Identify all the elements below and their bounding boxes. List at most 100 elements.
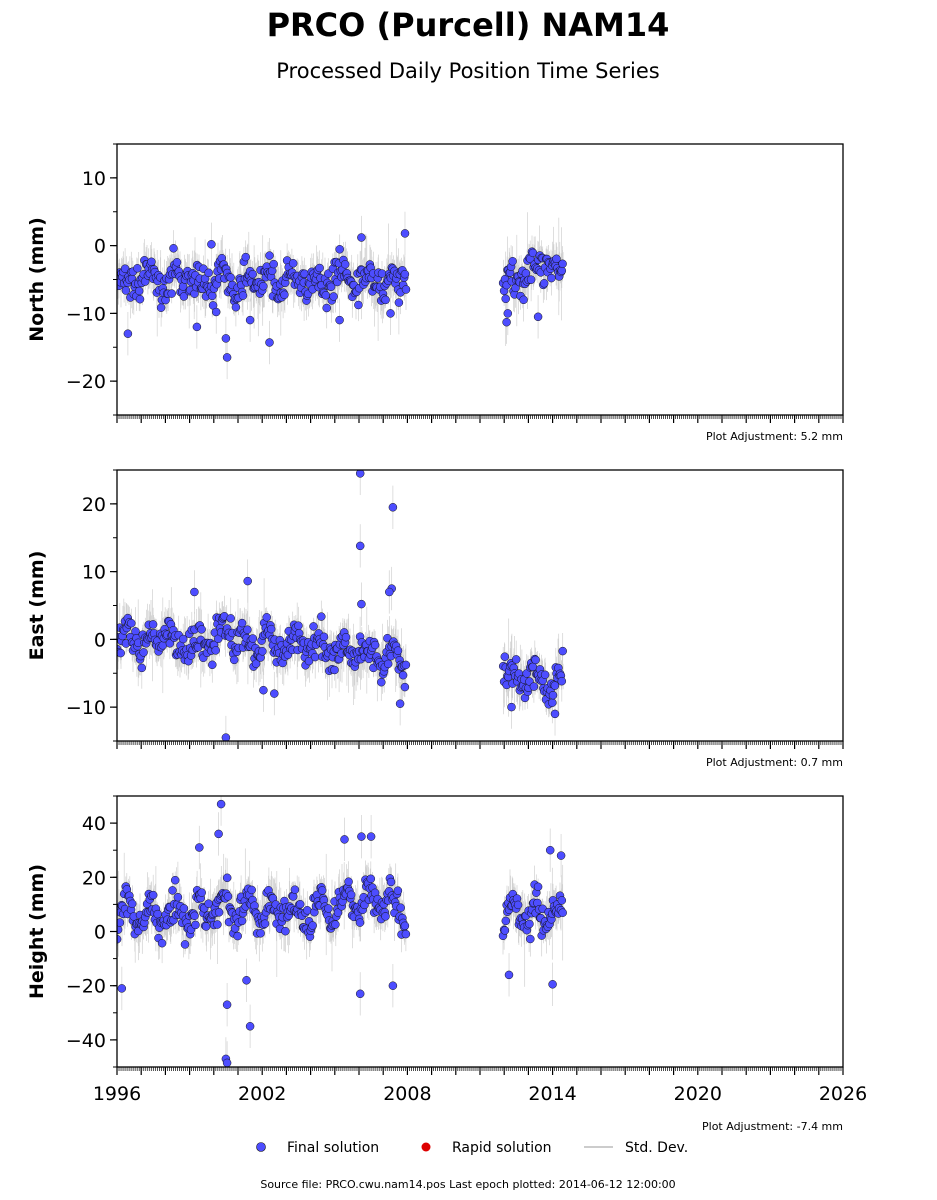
y-tick-label: 10 — [82, 562, 106, 584]
final-solution-point — [197, 888, 206, 897]
final-solution-points — [117, 799, 567, 1067]
outlier-point — [550, 709, 560, 719]
outlier-point — [242, 976, 251, 985]
final-solution-point — [266, 624, 276, 634]
final-solution-point — [117, 648, 125, 658]
x-tick-label: 2020 — [674, 1083, 722, 1105]
final-solution-point — [550, 681, 560, 690]
final-solution-point — [525, 919, 534, 929]
outlier-point — [385, 587, 394, 597]
final-solution-points — [117, 229, 567, 362]
final-solution-point — [170, 875, 180, 885]
final-solution-point — [401, 929, 411, 939]
x-tick-label: 2026 — [819, 1083, 867, 1105]
outlier-point — [366, 832, 376, 841]
y-tick-label: 0 — [94, 629, 106, 651]
final-solution-point — [393, 886, 403, 895]
final-solution-point — [148, 620, 158, 629]
final-solution-point — [167, 289, 176, 298]
final-solution-point — [201, 922, 211, 931]
outlier-point — [221, 334, 231, 343]
outlier-point — [355, 541, 365, 551]
final-solution-point — [223, 892, 233, 901]
final-solution-point — [340, 260, 350, 269]
final-solution-point — [288, 259, 298, 268]
panel-2: 20 10 0 −10 East (mm) Plot Adjustment: 0.7 mm — [26, 469, 844, 769]
final-solution-point — [330, 665, 339, 675]
final-solution-point — [179, 904, 189, 913]
y-tick-label: 40 — [82, 813, 106, 835]
outlier-point — [519, 295, 528, 305]
outlier-point — [556, 851, 566, 860]
final-solution-point — [208, 660, 217, 670]
final-solution-point — [147, 257, 156, 267]
final-solution-point — [178, 634, 188, 644]
final-solution-point — [213, 920, 222, 929]
final-solution-point — [139, 648, 148, 657]
final-solution-point — [179, 292, 189, 301]
legend-final-label: Final solution — [287, 1140, 379, 1156]
outlier-point — [243, 576, 252, 586]
final-solution-point — [290, 885, 300, 894]
final-solution-point — [383, 659, 393, 669]
final-solution-point — [211, 646, 220, 655]
final-solution-point — [117, 918, 125, 927]
outlier-point — [214, 829, 223, 839]
final-solution-point — [315, 263, 324, 273]
x-tick-label: 2008 — [383, 1083, 431, 1105]
final-solution-point — [229, 655, 239, 665]
final-solution-point — [310, 652, 320, 662]
final-solution-point — [354, 300, 363, 310]
outlier-point — [190, 587, 199, 597]
final-solution-point — [401, 285, 411, 294]
final-solution-point — [398, 670, 408, 680]
final-solution-point — [243, 625, 252, 634]
final-solution-point — [281, 926, 290, 936]
final-solution-point — [117, 925, 123, 934]
final-solution-point — [355, 918, 365, 927]
y-tick-label: −20 — [66, 371, 106, 393]
final-solution-point — [513, 900, 523, 910]
outlier-point — [400, 229, 410, 238]
final-solution-point — [238, 291, 248, 300]
final-solution-point — [207, 291, 217, 301]
final-solution-point — [324, 904, 333, 913]
final-solution-point — [148, 890, 158, 900]
final-solution-point — [241, 252, 250, 262]
final-solution-point — [294, 621, 303, 630]
y-tick-label: 0 — [94, 922, 106, 944]
final-solution-point — [134, 286, 144, 296]
final-solution-point — [248, 269, 257, 279]
legend-rapid-label: Rapid solution — [452, 1140, 552, 1156]
final-solution-point — [226, 273, 235, 282]
y-axis-label: East (mm) — [26, 551, 48, 661]
final-solution-point — [251, 659, 261, 668]
final-solution-point — [558, 259, 567, 269]
outlier-point — [222, 1058, 232, 1067]
final-solution-point — [265, 251, 274, 260]
outlier-point — [386, 309, 395, 318]
outlier-point — [545, 845, 555, 855]
final-solution-point — [319, 632, 329, 642]
final-solution-point — [158, 641, 168, 650]
final-solution-point — [153, 909, 162, 919]
final-solution-point — [204, 268, 213, 278]
final-solution-point — [526, 275, 536, 284]
final-solution-point — [133, 264, 142, 273]
std-dev-bars — [117, 470, 564, 741]
legend-rapid-marker — [421, 1142, 431, 1152]
final-solution-point — [547, 273, 556, 283]
y-tick-label: 20 — [82, 867, 106, 889]
final-solution-point — [501, 294, 510, 304]
final-solution-point — [304, 656, 314, 666]
final-solution-point — [180, 940, 190, 949]
final-solution-point — [168, 886, 177, 895]
outlier-point — [340, 835, 349, 844]
final-solution-point — [262, 613, 271, 622]
final-solution-point — [386, 877, 396, 887]
final-solution-point — [308, 921, 317, 930]
y-tick-label: 20 — [82, 494, 106, 516]
final-solution-point — [135, 294, 145, 304]
y-tick-label: −10 — [66, 697, 106, 719]
